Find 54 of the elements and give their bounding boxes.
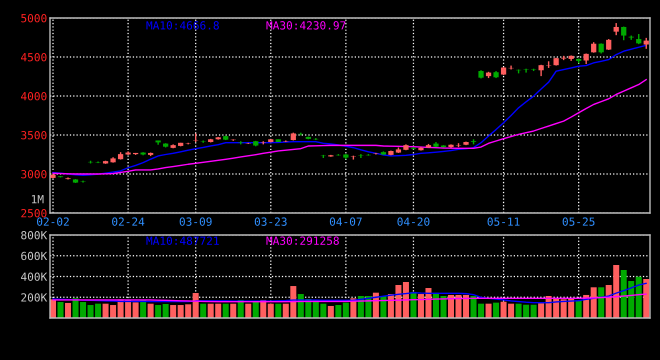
y-tick-label: 400K xyxy=(21,272,48,281)
text: MA30:4230.97 xyxy=(266,21,346,30)
y-tick-label: 3000 xyxy=(21,170,46,178)
x-tick-label: 02-24 xyxy=(112,217,144,226)
x-tick-label: 02-02 xyxy=(37,217,69,226)
y-tick-label: 4000 xyxy=(21,92,46,100)
bar xyxy=(493,302,500,318)
bar xyxy=(65,302,72,318)
candlestick xyxy=(546,60,552,69)
candlestick xyxy=(193,132,198,143)
y-tick-label: 800K xyxy=(21,231,48,240)
x-tick-label: 05-25 xyxy=(562,217,594,226)
bar xyxy=(275,304,282,318)
bar xyxy=(643,278,650,318)
bar xyxy=(576,300,582,318)
text: MA10:4666.8 xyxy=(146,21,219,30)
y-tick-label: 2500 xyxy=(21,209,46,218)
candlestick xyxy=(516,68,522,74)
bar xyxy=(245,304,252,318)
y-tick-label: 3500 xyxy=(21,131,46,140)
candlestick xyxy=(508,64,514,70)
text: 1M xyxy=(32,195,44,204)
bar xyxy=(58,302,64,318)
text: MA30:291258 xyxy=(266,236,339,245)
candlestick xyxy=(350,154,356,160)
candlestick xyxy=(584,52,589,65)
line-series xyxy=(52,282,647,304)
candlestick xyxy=(621,26,626,41)
y-tick-label: 4500 xyxy=(21,53,46,62)
candlestick xyxy=(606,38,612,51)
bar xyxy=(230,304,236,318)
candlestick xyxy=(260,140,266,146)
bar xyxy=(328,306,334,318)
y-tick-label: 200K xyxy=(21,293,48,302)
candlestick xyxy=(636,33,642,45)
bar xyxy=(148,304,154,318)
line-series xyxy=(52,78,647,175)
candlestick xyxy=(523,68,529,74)
text: MA10:487721 xyxy=(146,236,219,245)
candlestick xyxy=(614,22,619,36)
candlestick xyxy=(644,37,649,50)
y-tick-label: 5000 xyxy=(21,14,46,22)
bar xyxy=(486,304,492,318)
bar xyxy=(598,287,604,318)
x-tick-label: 03-23 xyxy=(254,217,287,226)
x-tick-label: 04-07 xyxy=(330,217,362,226)
candlestick xyxy=(530,68,536,72)
bar xyxy=(200,304,206,318)
x-tick-label: 05-11 xyxy=(488,217,520,226)
y-tick-label: 600K xyxy=(21,252,48,260)
x-tick-label: 03-09 xyxy=(180,217,212,226)
line-series xyxy=(52,293,647,302)
x-tick-label: 04-20 xyxy=(397,217,430,226)
bar xyxy=(222,304,229,318)
